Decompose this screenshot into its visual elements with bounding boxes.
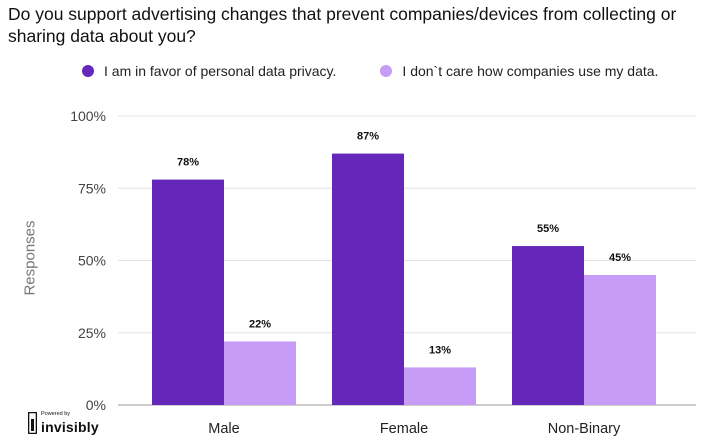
legend-swatch-privacy	[82, 65, 94, 77]
brand-logo: Powered by invisibly	[28, 412, 99, 434]
data-label: 22%	[249, 318, 271, 330]
legend-label-privacy: I am in favor of personal data privacy.	[104, 63, 337, 79]
chart-title: Do you support advertising changes that …	[8, 4, 677, 46]
x-tick-label: Non-Binary	[548, 421, 621, 437]
data-label: 87%	[357, 131, 379, 143]
powered-by-text: Powered by	[41, 411, 71, 418]
x-tick-label: Male	[208, 421, 239, 437]
data-label: 55%	[537, 223, 559, 235]
brand-name: invisibly	[41, 418, 99, 435]
bar-male-series-1	[152, 179, 224, 405]
data-label: 13%	[429, 344, 451, 356]
legend-swatch-dont-care	[380, 65, 393, 77]
y-tick-label: 25%	[78, 325, 106, 341]
data-label: 45%	[609, 252, 631, 264]
x-tick-label: Female	[380, 421, 428, 437]
bar-female-series-2	[404, 367, 476, 405]
bar-non-binary-series-2	[584, 274, 656, 405]
legend-label-dont-care: I don`t care how companies use my data.	[402, 63, 659, 79]
legend-item-privacy: I am in favor of personal data privacy.	[82, 63, 336, 79]
bar-male-series-2	[224, 341, 296, 405]
invisibly-logo-icon	[28, 412, 37, 434]
legend: I am in favor of personal data privacy. …	[82, 63, 658, 79]
bar-non-binary-series-1	[512, 246, 584, 405]
data-label: 78%	[177, 157, 199, 169]
y-tick-label: 75%	[78, 180, 106, 196]
y-tick-label: 50%	[78, 253, 106, 269]
y-tick-label: 0%	[86, 397, 106, 413]
bar-female-series-1	[332, 153, 404, 405]
legend-item-dont-care: I don`t care how companies use my data.	[380, 63, 658, 79]
y-tick-label: 100%	[70, 108, 106, 124]
